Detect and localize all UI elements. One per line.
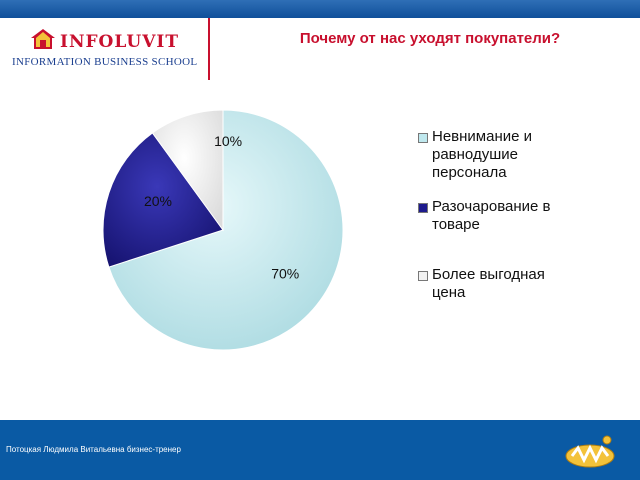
legend-label: Более выгодная цена	[432, 266, 545, 301]
legend-swatch	[418, 203, 428, 213]
house-logo-icon	[31, 29, 55, 49]
logo-name: INFOLUVIT	[60, 32, 180, 52]
footer-bar: Потоцкая Людмила Витальевна бизнес-трене…	[0, 420, 640, 480]
legend-label: Невнимание и равнодушие персонала	[432, 128, 533, 181]
legend-swatch	[418, 271, 428, 281]
info-logo-icon	[565, 435, 615, 468]
pie-slice-value-label: 70%	[271, 266, 299, 282]
page-title: Почему от нас уходят покупатели?	[299, 30, 561, 47]
logo: INFOLUVIT INFORMATION BUSINESS SCHOOL	[12, 26, 212, 74]
pie-slice	[151, 109, 224, 232]
legend-swatch	[418, 133, 428, 143]
legend-label: Разочарование в товаре	[432, 198, 551, 233]
pie-slice-value-label: 10%	[214, 133, 242, 149]
pie-slice	[102, 132, 224, 268]
logo-subtitle: INFORMATION BUSINESS SCHOOL	[12, 56, 198, 68]
top-bar	[0, 0, 640, 18]
header-divider	[208, 18, 210, 80]
pie-slice	[108, 109, 344, 351]
footer-author: Потоцкая Людмила Витальевна бизнес-трене…	[6, 445, 181, 454]
pie-slice-value-label: 20%	[144, 193, 172, 209]
pie-chart: 70% 20% 10%	[102, 109, 344, 351]
